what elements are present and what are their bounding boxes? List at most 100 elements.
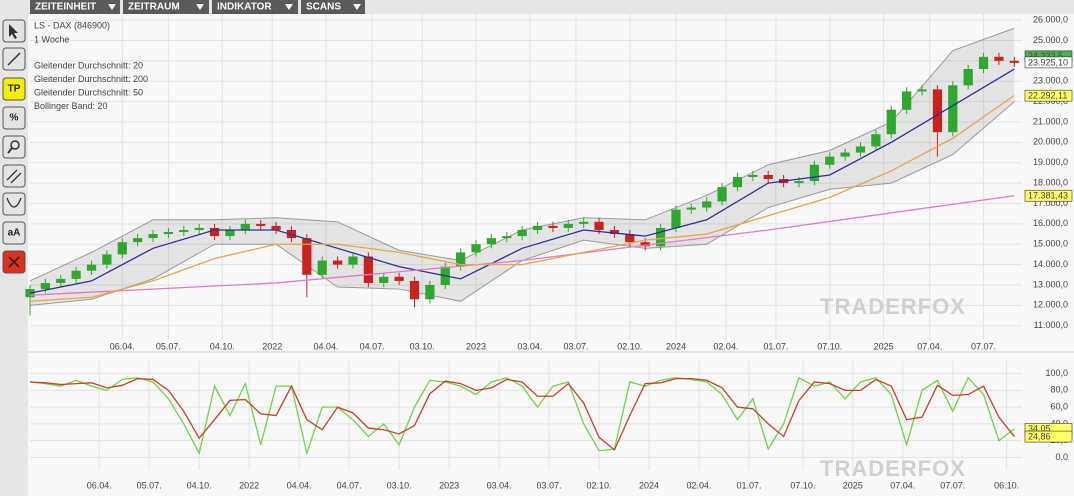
- x-tick-label: 2022: [262, 341, 282, 351]
- x-tick-label: 06.10.: [994, 480, 1019, 490]
- price-tag: [1024, 56, 1073, 69]
- candle-body: [994, 56, 1004, 61]
- tab[interactable]: [30, 0, 120, 14]
- price-tag-label: 17.381,43: [1028, 191, 1068, 201]
- curve-button[interactable]: [2, 192, 26, 216]
- x-tick-label: 06.04.: [87, 480, 112, 490]
- legend-entry: Gleitender Durchschnitt: 50: [34, 87, 143, 97]
- tab[interactable]: [212, 0, 298, 14]
- x-tick-label: 02.04.: [713, 341, 738, 351]
- series-line: [29, 377, 1015, 451]
- sidebar: TP % aA: [2, 19, 26, 274]
- series-line: [29, 195, 1015, 296]
- zoom-icon: [7, 147, 13, 154]
- x-tick-label: 01.07.: [736, 480, 761, 490]
- candle-body: [763, 174, 773, 180]
- candle-body: [702, 201, 712, 208]
- price-tag-label: 24,86: [1028, 431, 1051, 441]
- candle-body: [425, 284, 435, 300]
- toolbar: ZEITEINHEIT ZEITRAUM INDIKATOR SCANS: [30, 0, 365, 14]
- x-tick-label: 03.10.: [410, 341, 435, 351]
- channel-icon: [6, 169, 18, 181]
- y-tick-label: 19.000,0: [1033, 157, 1068, 167]
- candle-body: [256, 223, 266, 226]
- series-line: [29, 94, 1015, 302]
- x-tick-label: 04.10.: [187, 480, 212, 490]
- zoom-button[interactable]: [2, 135, 26, 159]
- x-tick-label: 04.07.: [337, 480, 362, 490]
- button-label: %: [10, 113, 19, 124]
- y-tick-label: 13.000,0: [1033, 279, 1068, 289]
- x-tick-label: 07.04.: [917, 341, 942, 351]
- tab-label: SCANS: [306, 2, 341, 13]
- candle-body: [302, 238, 312, 275]
- candle-body: [886, 109, 896, 135]
- y-tick-label: 26.000,0: [1033, 14, 1068, 24]
- candle-body: [517, 229, 527, 237]
- price-tag-label: 22.292,11: [1028, 91, 1067, 101]
- x-tick-label: 04.07.: [360, 341, 385, 351]
- tab[interactable]: [301, 0, 365, 14]
- candle-body: [640, 242, 650, 247]
- candle-body: [502, 236, 512, 239]
- y-tick-label: 18.000,0: [1033, 177, 1068, 187]
- candle-body: [86, 264, 97, 271]
- price-tag-label: 34,05: [1028, 424, 1051, 434]
- x-tick-label: 2023: [466, 341, 486, 351]
- x-tick-label: 04.10.: [210, 341, 235, 351]
- y-tick-label: 100,0: [1045, 368, 1068, 378]
- x-tick-label: 2025: [843, 480, 863, 490]
- candle-body: [563, 223, 573, 228]
- x-tick-label: 03.07.: [563, 341, 588, 351]
- candle-body: [917, 89, 927, 92]
- candle-body: [363, 256, 373, 283]
- x-tick-label: 07.10.: [817, 341, 842, 351]
- candle-body: [148, 234, 158, 239]
- text-button[interactable]: [2, 221, 26, 245]
- x-tick-label: 02.10.: [587, 480, 612, 490]
- candle-body: [671, 209, 681, 228]
- watermark: TRADERFOX: [820, 294, 966, 319]
- x-tick-label: 03.04.: [517, 341, 542, 351]
- y-tick-label: 21.000,0: [1033, 116, 1068, 126]
- x-tick-label: 03.04.: [487, 480, 512, 490]
- candle-body: [963, 69, 973, 86]
- x-tick-label: 01.07.: [763, 341, 788, 351]
- candle-body: [194, 227, 204, 230]
- y-tick-label: 14.000,0: [1033, 259, 1068, 269]
- chart-title: LS - DAX (846900): [34, 20, 110, 30]
- y-tick-label: 15.000,0: [1033, 239, 1068, 249]
- candle-body: [609, 229, 620, 235]
- percent-button[interactable]: [2, 106, 26, 130]
- candle-body: [471, 244, 481, 253]
- x-tick-label: 04.04.: [314, 341, 339, 351]
- candle-body: [225, 229, 235, 237]
- candle-body: [40, 282, 50, 290]
- candle-body: [532, 225, 543, 230]
- candle-body: [594, 221, 604, 230]
- tab-label: ZEITEINHEIT: [35, 2, 96, 13]
- channel-icon: [10, 172, 22, 184]
- price-tag: [1024, 430, 1073, 443]
- series-line: [29, 68, 1015, 294]
- tab-label: INDIKATOR: [217, 2, 272, 13]
- candle-body: [240, 223, 250, 230]
- dropdown-arrow: [285, 4, 293, 10]
- y-tick-label: 80,0: [1050, 385, 1068, 395]
- price-tag-label: 23.925,10: [1028, 57, 1068, 67]
- delete-icon: [8, 256, 20, 268]
- candle-body: [655, 227, 666, 247]
- channel-button[interactable]: [2, 164, 26, 188]
- candle-body: [840, 152, 850, 157]
- y-tick-label: 60,0: [1050, 401, 1068, 411]
- candle-body: [486, 238, 497, 245]
- price-tag: [1024, 89, 1073, 102]
- x-tick-label: 02.04.: [687, 480, 712, 490]
- x-tick-label: 07.07.: [971, 341, 996, 351]
- candle-body: [133, 238, 143, 243]
- tp-button[interactable]: [2, 77, 26, 101]
- y-tick-label: 12.000,0: [1033, 300, 1068, 310]
- tab[interactable]: [123, 0, 209, 14]
- dropdown-arrow: [108, 4, 116, 10]
